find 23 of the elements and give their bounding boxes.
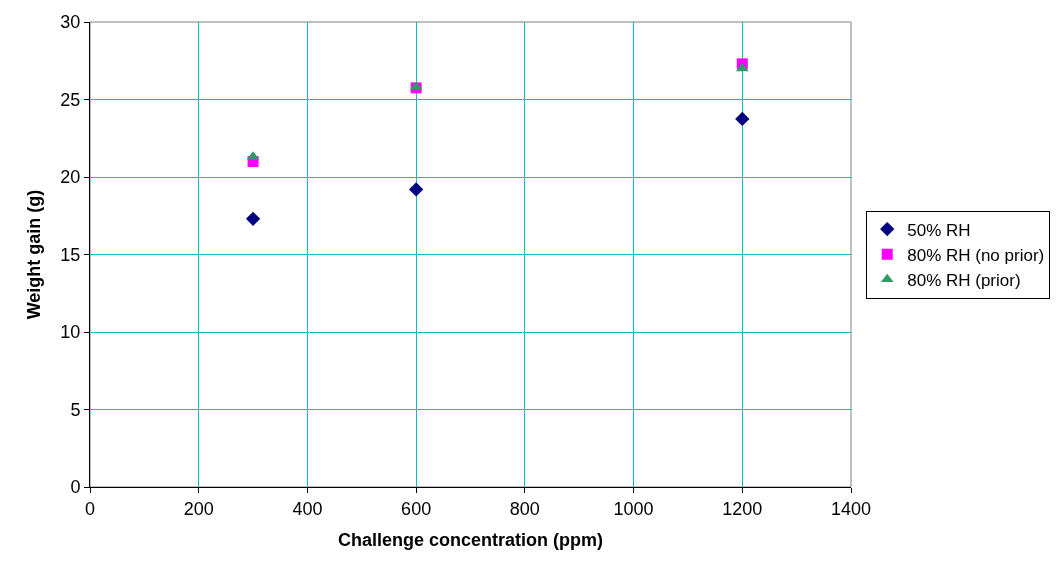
x-tick-label: 1200 xyxy=(722,498,763,519)
x-axis-title: Challenge concentration (ppm) xyxy=(337,529,604,550)
y-tick-label: 0 xyxy=(70,477,81,498)
x-tick-label: 1400 xyxy=(830,498,872,519)
y-axis-title: Weight gain (g) xyxy=(23,189,44,320)
y-tick-label: 15 xyxy=(60,244,81,265)
x-tick-label: 800 xyxy=(509,498,540,519)
legend-label: 50% RH xyxy=(907,220,971,240)
x-tick-label: 600 xyxy=(401,498,432,519)
legend-label: 80% RH (no prior) xyxy=(907,245,1045,265)
x-tick-label: 1000 xyxy=(613,498,654,519)
legend-label: 80% RH (prior) xyxy=(907,270,1021,290)
y-tick-label: 20 xyxy=(60,167,81,188)
x-tick-label: 0 xyxy=(84,498,96,519)
x-tick-label: 400 xyxy=(292,498,323,519)
point xyxy=(245,211,261,226)
y-tick-label: 10 xyxy=(60,322,81,343)
y-tick-label: 25 xyxy=(60,89,81,110)
y-tick-label: 30 xyxy=(60,12,81,33)
x-tick-label: 200 xyxy=(183,498,214,519)
point xyxy=(408,182,424,197)
y-tick-label: 5 xyxy=(70,399,81,420)
point xyxy=(735,111,750,127)
